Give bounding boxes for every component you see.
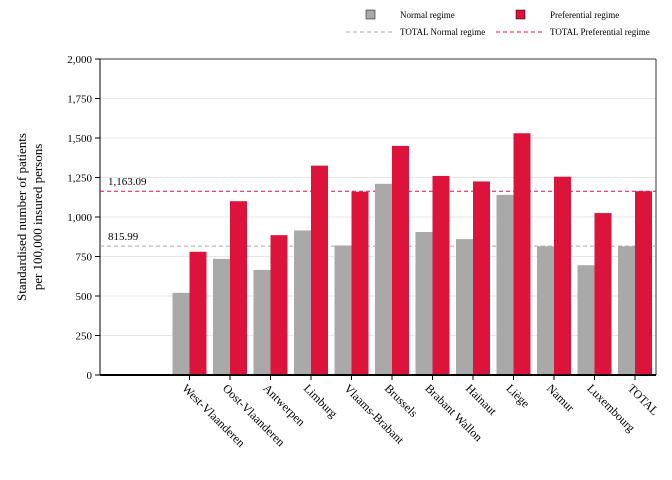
- bar-preferential: [351, 191, 369, 375]
- y-tick-label: 500: [76, 291, 93, 303]
- reference-line-label: 1,163.09: [108, 176, 147, 188]
- x-tick-label: Namur: [544, 381, 577, 414]
- reference-line-label: 815.99: [108, 231, 139, 243]
- y-tick-label: 1,750: [67, 94, 92, 106]
- bar-preferential: [473, 181, 490, 375]
- y-axis-title: Standardised number of patientsper 100,0…: [14, 133, 45, 301]
- legend-label: TOTAL Preferential regime: [550, 27, 650, 37]
- bar-preferential: [432, 175, 450, 375]
- legend-swatch: [365, 9, 376, 20]
- bar-normal: [537, 246, 554, 375]
- bar-preferential: [311, 165, 328, 375]
- bar-preferential: [392, 145, 409, 375]
- x-tick-label: Hainaut: [463, 381, 500, 418]
- bar-normal: [456, 239, 473, 375]
- bar-normal: [253, 269, 271, 375]
- bar-normal: [415, 232, 433, 375]
- y-tick-label: 2,000: [67, 54, 92, 66]
- bar-preferential: [594, 213, 612, 375]
- legend: Normal regime Preferential regime TOTAL No…: [346, 9, 650, 37]
- y-tick-label: 250: [76, 331, 93, 343]
- x-tick-label: Limburg: [301, 381, 340, 420]
- legend-label: TOTAL Normal regime: [400, 27, 485, 37]
- y-tick-label: 1,000: [67, 212, 92, 224]
- y-tick-label: 0: [87, 370, 93, 382]
- y-tick-label: 750: [76, 252, 93, 264]
- x-axis: West-VlaanderenOost-VlaanderenAntwerpenL…: [100, 374, 662, 450]
- y-axis-label: Standardised number of patientsper 100,0…: [14, 133, 45, 301]
- bars: [172, 133, 652, 375]
- bar-normal: [618, 246, 635, 375]
- x-tick-label: Brussels: [382, 381, 421, 420]
- x-tick-label: TOTAL: [625, 381, 662, 418]
- bar-preferential: [513, 133, 531, 375]
- bar-preferential: [554, 176, 571, 375]
- bar-normal: [577, 265, 595, 375]
- y-axis-title-line: Standardised number of patients: [14, 133, 29, 301]
- bar-preferential: [635, 191, 652, 375]
- bar-preferential: [230, 201, 247, 375]
- y-tick-label: 1,500: [67, 133, 92, 145]
- bar-normal: [294, 230, 311, 375]
- legend-label: Preferential regime: [550, 10, 619, 20]
- bar-preferential: [270, 235, 288, 375]
- legend-swatch: [515, 9, 526, 20]
- y-axis: 0 250 500 750 1,000 1,250 1,500 1,750 2,000: [67, 54, 657, 382]
- bar-normal: [496, 194, 514, 375]
- bar-normal: [172, 292, 190, 375]
- y-axis-title-line: per 100,000 insured persons: [30, 144, 45, 291]
- bar-normal: [334, 245, 352, 375]
- bar-preferential: [189, 251, 207, 375]
- legend-label: Normal regime: [400, 10, 455, 20]
- y-tick-label: 1,250: [67, 173, 92, 185]
- bar-normal: [375, 183, 392, 375]
- x-tick-label: Liège: [503, 381, 532, 410]
- bar-normal: [213, 258, 230, 375]
